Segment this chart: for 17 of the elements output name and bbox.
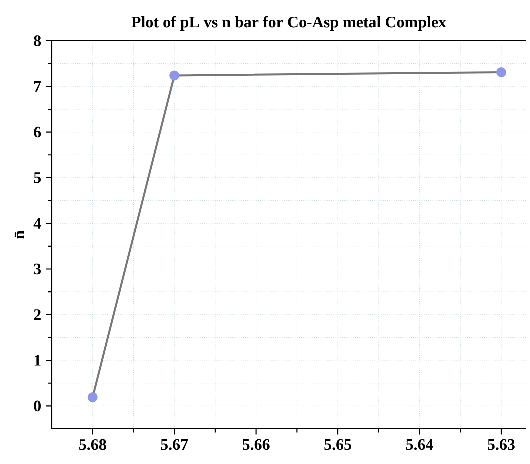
y-tick-label: 5 (34, 172, 41, 184)
y-tick-label: 6 (34, 126, 42, 138)
y-tick-label: 3 (34, 264, 42, 275)
y-tick-label: 4 (34, 218, 42, 229)
y-axis-title: n̄ (14, 230, 24, 240)
y-tick-label: 2 (34, 310, 41, 320)
x-tick-label: 5.68 (80, 439, 106, 450)
x-tick-label: 5.63 (488, 439, 515, 450)
x-tick-label: 5.67 (161, 439, 188, 450)
x-tick-label: 5.64 (406, 439, 434, 450)
y-tick-label: 0 (34, 400, 41, 412)
chart-title: Plot of pL vs n bar for Co-Asp metal Complex (132, 16, 446, 31)
y-tick-label: 7 (34, 81, 42, 92)
x-tick-label: 5.66 (242, 439, 270, 450)
y-tick-label: 1 (34, 355, 41, 366)
x-tick-label: 5.65 (324, 439, 352, 450)
y-tick-label: 8 (34, 36, 42, 46)
